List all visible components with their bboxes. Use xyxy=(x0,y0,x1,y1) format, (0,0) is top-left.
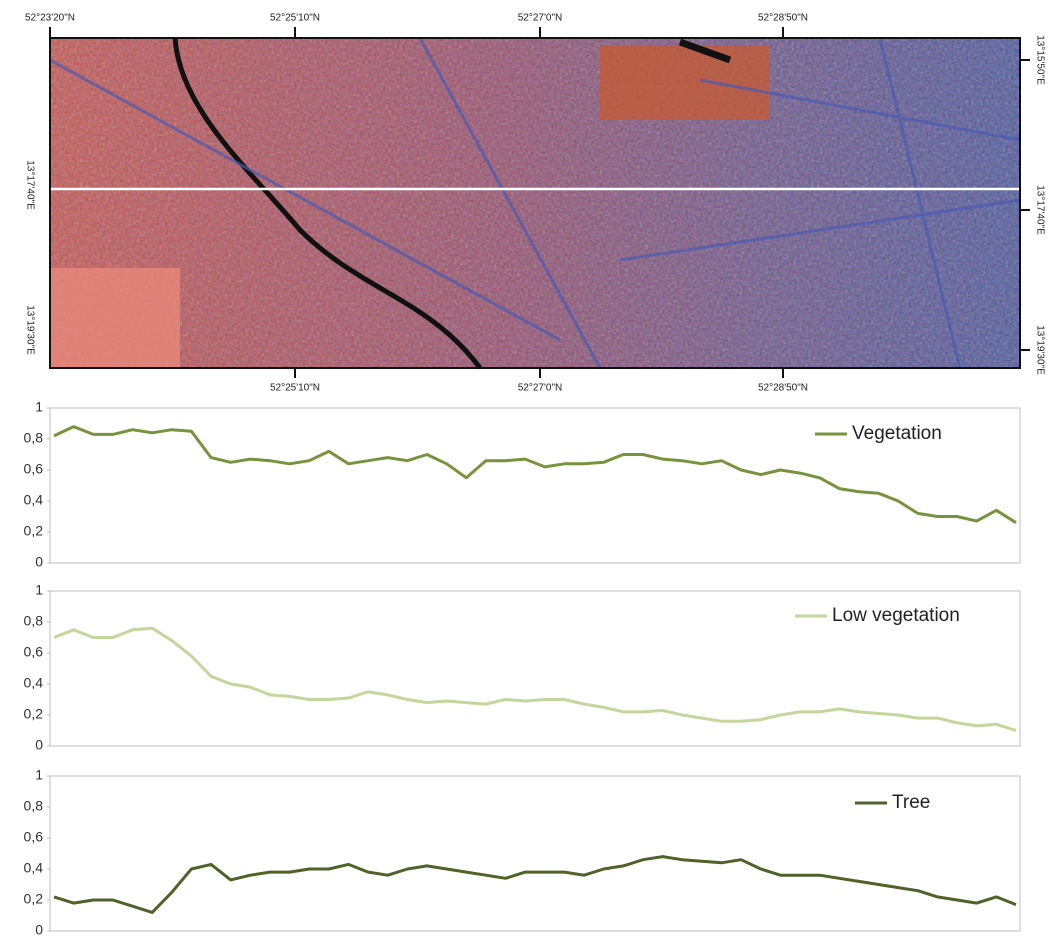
plot-frame xyxy=(49,407,1021,564)
y-tick-label: 1 xyxy=(35,767,43,783)
y-tick-label: 0,2 xyxy=(24,706,44,722)
legend-label: Tree xyxy=(892,792,930,813)
y-tick-label: 0,4 xyxy=(24,492,44,508)
y-tick-label: 0 xyxy=(35,737,43,753)
data-line xyxy=(53,855,1017,914)
legend-label: Low vegetation xyxy=(832,605,960,626)
y-tick-label: 0 xyxy=(35,922,43,938)
y-tick-label: 1 xyxy=(35,582,43,598)
y-tick-label: 0,4 xyxy=(24,675,44,691)
satellite-image xyxy=(49,37,1021,370)
y-tick-label: 0,4 xyxy=(24,860,44,876)
y-tick-label: 0,6 xyxy=(24,644,44,660)
map-left-label: 13°19'30"E xyxy=(24,305,35,355)
map-bottom-label: 52°25'10"N xyxy=(270,383,320,394)
plot-frame xyxy=(49,590,1021,747)
map-bottom-label: 52°28'50"N xyxy=(758,383,808,394)
y-tick-label: 0,8 xyxy=(24,430,44,446)
map-right-label: 13°17'40"E xyxy=(1034,185,1045,235)
plot-frame xyxy=(49,775,1021,932)
map-right-label: 13°15'50"E xyxy=(1034,35,1045,85)
y-tick-label: 0,8 xyxy=(24,613,44,629)
y-tick-label: 0,2 xyxy=(24,891,44,907)
y-tick-label: 0,6 xyxy=(24,829,44,845)
data-line xyxy=(53,626,1017,732)
data-line xyxy=(53,425,1017,524)
y-tick-label: 0,2 xyxy=(24,523,44,539)
map-top-label: 52°25'10"N xyxy=(270,13,320,24)
map-bottom-label: 52°27'0"N xyxy=(518,383,563,394)
y-tick-label: 0,6 xyxy=(24,461,44,477)
map-top-label: 52°28'50"N xyxy=(758,13,808,24)
y-tick-label: 0 xyxy=(35,554,43,570)
map-right-label: 13°19'30"E xyxy=(1034,325,1045,375)
map-left-label: 13°17'40"E xyxy=(24,160,35,210)
legend-label: Vegetation xyxy=(852,423,942,444)
map-top-label: 52°27'0"N xyxy=(518,13,563,24)
y-tick-label: 1 xyxy=(35,399,43,415)
map-top-label: 52°23'20"N xyxy=(25,13,75,24)
y-tick-label: 0,8 xyxy=(24,798,44,814)
